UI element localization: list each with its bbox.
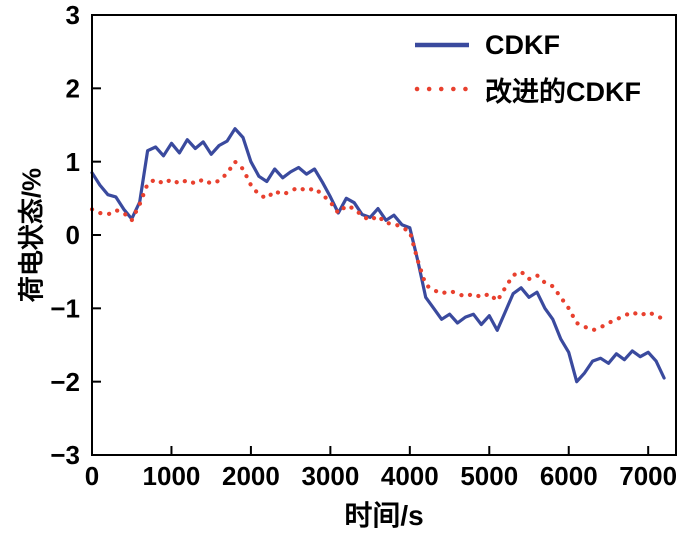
x-tick-label: 4000 — [381, 461, 439, 491]
legend-item-improved-cdkf: 改进的CDKF — [413, 70, 641, 108]
legend-label-cdkf: CDKF — [485, 29, 560, 60]
y-tick-label: 3 — [66, 0, 80, 30]
y-axis-label: 荷电状态/% — [16, 167, 47, 303]
y-tick-label: 2 — [66, 73, 80, 103]
x-tick-label: 2000 — [222, 461, 280, 491]
series-line-1 — [89, 158, 667, 333]
improved-cdkf-dotted-sample-icon — [413, 84, 471, 94]
legend: CDKF 改进的CDKF — [413, 26, 641, 108]
y-tick-label: −2 — [50, 367, 80, 397]
cdkf-line-sample-icon — [413, 40, 471, 50]
x-axis-label: 时间/s — [344, 500, 424, 531]
legend-item-cdkf: CDKF — [413, 26, 641, 64]
x-tick-label: 5000 — [460, 461, 518, 491]
x-tick-label: 6000 — [540, 461, 598, 491]
y-tick-label: −3 — [50, 440, 80, 470]
plot-border — [91, 14, 677, 456]
y-tick-label: −1 — [50, 293, 80, 323]
x-tick-label: 0 — [85, 461, 99, 491]
x-tick-label: 1000 — [143, 461, 201, 491]
x-tick-label: 7000 — [619, 461, 677, 491]
series-line-0 — [90, 127, 666, 384]
legend-label-improved-cdkf: 改进的CDKF — [485, 76, 641, 107]
y-tick-label: 0 — [66, 220, 80, 250]
y-tick-label: 1 — [66, 147, 80, 177]
x-tick-label: 3000 — [301, 461, 359, 491]
